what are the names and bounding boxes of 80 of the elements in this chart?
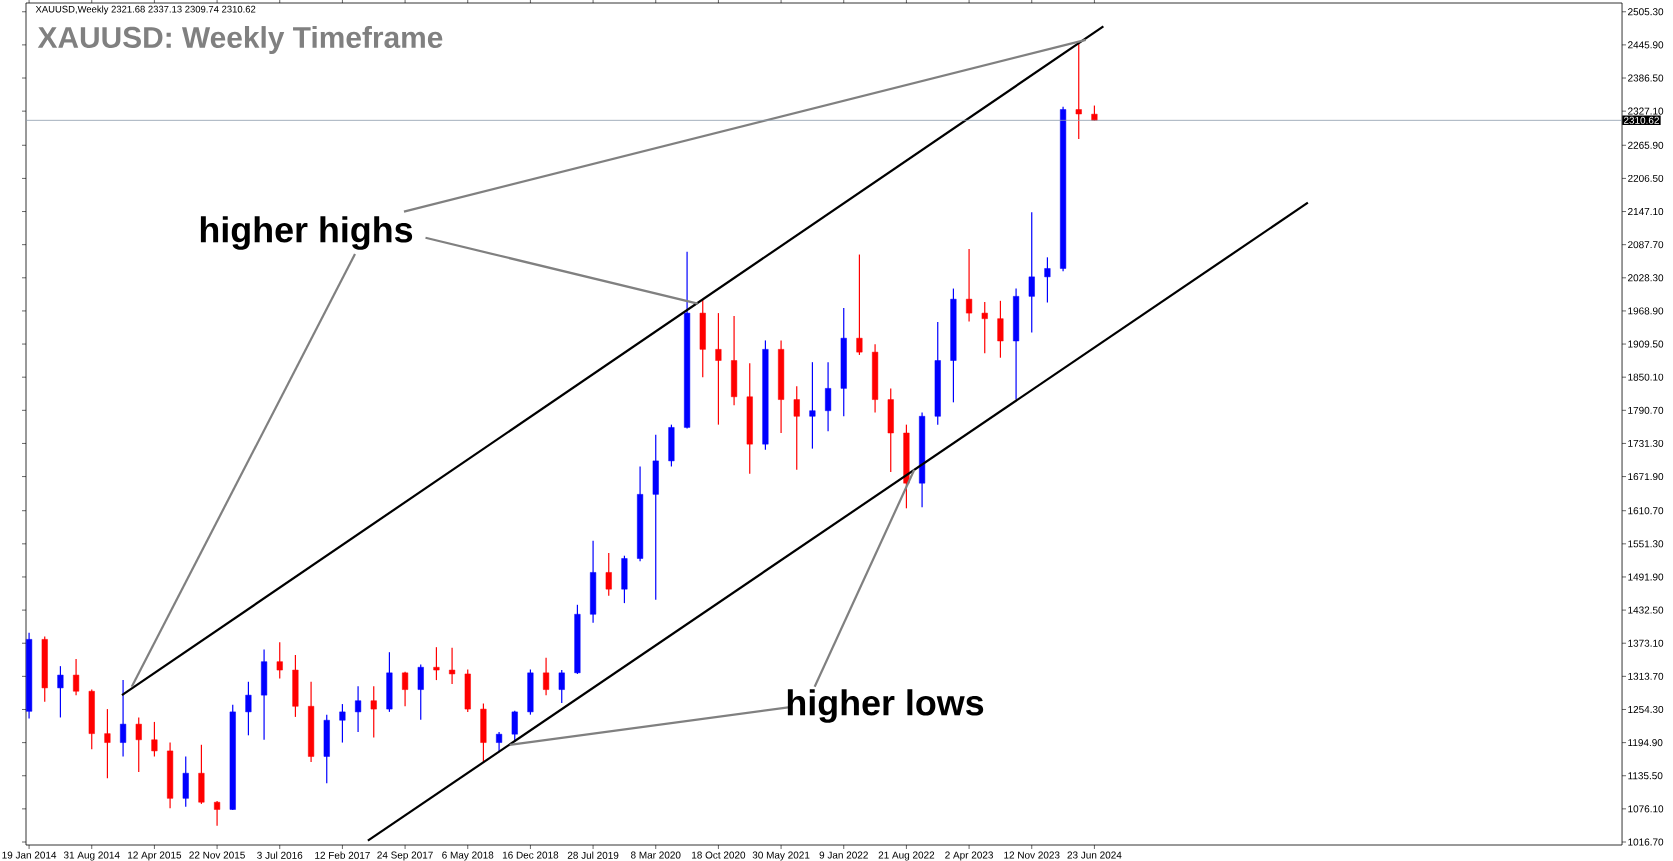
y-tick-label: 1313.70	[1628, 672, 1664, 680]
y-tick-label: 2206.50	[1628, 174, 1664, 182]
x-tick-label: 9 Jan 2022	[819, 851, 868, 859]
y-tick-label: 2265.90	[1628, 141, 1664, 149]
text: XAUUSD: Weekly Timeframe	[37, 26, 443, 54]
y-tick-label: 1731.30	[1628, 439, 1664, 447]
candlestick	[417, 663, 424, 721]
candlestick	[856, 253, 863, 356]
candlestick	[245, 681, 252, 736]
candlestick	[120, 679, 127, 758]
y-tick-label: 1194.90	[1628, 739, 1663, 747]
x-tick-label: 22 Nov 2015	[189, 851, 245, 859]
y-tick-label: 2147.10	[1628, 208, 1664, 216]
candlestick	[793, 385, 800, 471]
x-tick-label: 18 Oct 2020	[692, 851, 746, 859]
y-tick-label: 2087.70	[1628, 241, 1664, 249]
candlestick	[715, 312, 722, 426]
candlestick	[1075, 42, 1082, 140]
candlestick	[809, 361, 816, 450]
x-tick-label: 28 Jul 2019	[567, 851, 619, 859]
candlestick	[73, 658, 80, 696]
candlestick	[355, 685, 362, 733]
candlestick	[543, 657, 550, 696]
y-tick-label: 1373.10	[1628, 639, 1664, 647]
x-tick-label: 21 Aug 2022	[878, 851, 935, 861]
x-tick-label: 12 Feb 2017	[315, 851, 370, 859]
candlestick	[496, 731, 503, 752]
y-tick-label: 1135.50	[1628, 772, 1663, 780]
candlestick	[104, 708, 111, 779]
y-tick-label: 2505.30	[1628, 8, 1664, 16]
y-tick-label: 1610.70	[1628, 507, 1664, 515]
x-tick-label: 31 Aug 2014	[63, 851, 120, 861]
annotation: higher highs	[200, 216, 413, 250]
candlestick	[966, 248, 973, 323]
annotation: higher lows	[787, 689, 984, 723]
x-tick-label: 30 May 2021	[752, 851, 810, 861]
x-tick-label: 12 Nov 2023	[1004, 851, 1060, 859]
y-tick-label: 2386.50	[1628, 74, 1664, 82]
candlestick	[151, 721, 158, 758]
candlestick	[214, 800, 221, 827]
y-tick-label: 2327.10	[1628, 107, 1664, 115]
candlestick	[402, 671, 409, 707]
x-tick-label: 8 Mar 2020	[630, 851, 681, 859]
x-tick-label: 23 Jun 2024	[1067, 851, 1122, 859]
x-tick-label: 16 Dec 2018	[502, 851, 559, 859]
y-tick-label: 1850.10	[1628, 373, 1664, 381]
candlestick	[433, 646, 440, 681]
y-tick-label: 1016.70	[1628, 838, 1664, 846]
y-tick-label: 1254.30	[1628, 705, 1664, 713]
x-tick-label: 2 Apr 2023	[945, 851, 993, 861]
x-tick-label: 12 Apr 2015	[128, 851, 182, 861]
candlestick	[57, 665, 64, 719]
y-tick-label: 1671.90	[1628, 473, 1664, 481]
y-tick-label: 1432.50	[1628, 606, 1664, 614]
candlestick	[997, 300, 1004, 359]
x-tick-label: 24 Sep 2017	[377, 851, 433, 861]
candlestick	[1044, 256, 1051, 304]
candlestick	[825, 361, 832, 432]
y-tick-label: 1790.70	[1628, 406, 1664, 414]
candlestick	[370, 685, 377, 739]
candlestick	[558, 669, 565, 704]
y-tick-label: 1491.90	[1628, 573, 1664, 581]
y-tick-label: 2028.30	[1628, 274, 1664, 282]
y-tick-label: 1909.50	[1628, 340, 1664, 348]
x-tick-label: 6 May 2018	[442, 851, 494, 861]
candlestick	[135, 716, 142, 773]
ref-line-label: 2310.62	[1623, 116, 1659, 124]
candlestick	[276, 641, 283, 680]
x-tick-label: 19 Jan 2014	[2, 851, 57, 859]
y-tick-label: 1551.30	[1628, 540, 1664, 548]
candlestick	[1028, 211, 1035, 334]
candlestick	[339, 703, 346, 744]
candlestick	[605, 552, 612, 597]
y-tick-label: 2445.90	[1628, 41, 1664, 49]
y-tick-label: 1968.90	[1628, 307, 1664, 315]
y-tick-label: 1076.10	[1628, 805, 1664, 813]
x-tick-label: 3 Jul 2016	[257, 851, 303, 859]
annotation: XAUUSD,Weekly 2321.68 2337.13 2309.74 2310.62	[35, 5, 256, 15]
candlestick	[449, 647, 456, 685]
candlestick	[981, 301, 988, 354]
